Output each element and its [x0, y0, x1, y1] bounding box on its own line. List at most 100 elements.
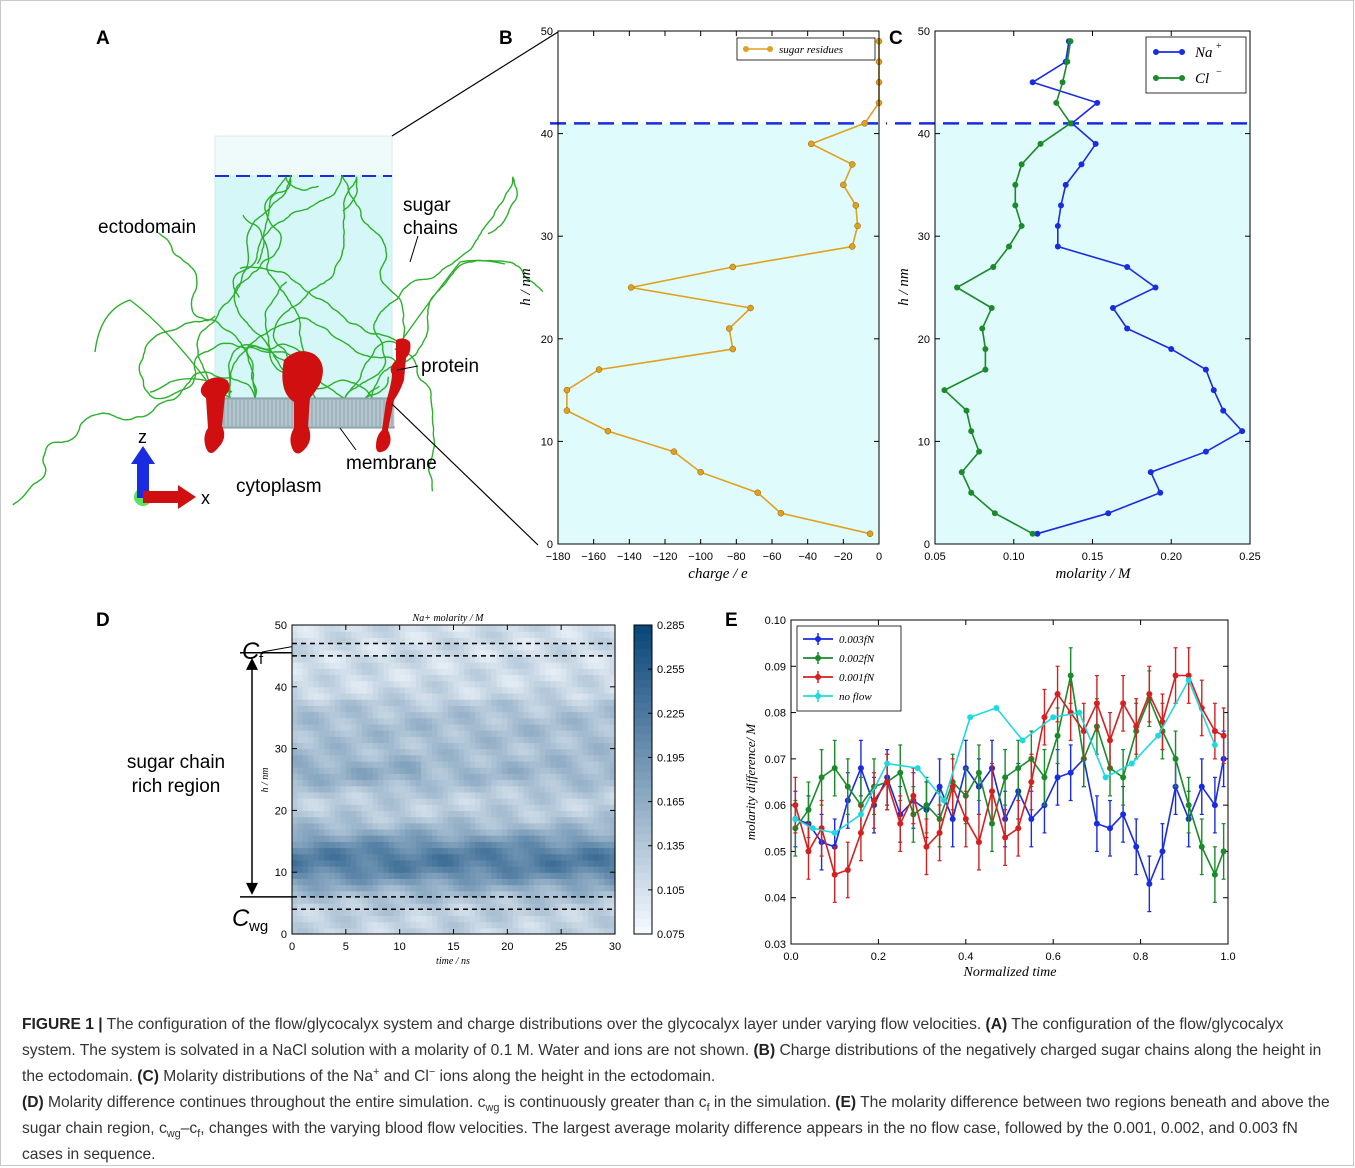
d-heat-cell	[598, 773, 605, 781]
d-heat-cell	[528, 736, 535, 744]
d-ytick-label: 30	[275, 744, 287, 756]
d-heat-cell	[571, 699, 578, 706]
d-heat-cell	[555, 748, 562, 756]
e-data-point	[1185, 677, 1192, 684]
d-heat-cell	[329, 692, 336, 700]
d-heat-cell	[453, 835, 460, 842]
d-heat-cell	[361, 909, 368, 917]
d-heat-cell	[399, 625, 406, 632]
d-heat-cell	[571, 773, 578, 781]
d-heat-cell	[534, 903, 541, 910]
d-heat-cell	[593, 668, 600, 676]
d-heat-cell	[475, 631, 482, 638]
d-heat-cell	[609, 798, 616, 805]
sugar-chain	[232, 175, 406, 346]
d-heat-cell	[453, 705, 460, 713]
d-heat-cell	[324, 760, 331, 768]
d-heat-cell	[442, 835, 449, 842]
d-heat-cell	[378, 896, 385, 904]
d-heat-cell	[437, 736, 444, 744]
d-heat-cell	[431, 866, 438, 873]
d-heat-cell	[313, 662, 320, 669]
d-heat-cell	[410, 637, 417, 645]
d-heat-cell	[571, 674, 578, 682]
d-heat-cell	[496, 767, 503, 774]
d-heat-cell	[415, 711, 422, 719]
c-ytick-label: 0	[924, 539, 930, 551]
c-data-point	[963, 407, 970, 414]
d-heat-cell	[351, 655, 358, 663]
d-heat-cell	[437, 686, 444, 694]
d-heat-cell	[448, 872, 455, 879]
d-heat-cell	[318, 680, 325, 688]
d-heat-cell	[528, 711, 535, 719]
d-heat-cell	[378, 921, 385, 929]
d-heat-cell	[313, 828, 320, 836]
d-heat-cell	[431, 730, 438, 737]
d-heat-cell	[324, 841, 331, 849]
d-heat-cell	[491, 896, 498, 904]
d-heat-cell	[475, 680, 482, 688]
d-heat-cell	[582, 699, 589, 706]
d-heat-cell	[297, 816, 304, 824]
d-heat-cell	[361, 742, 368, 750]
d-heat-cell	[367, 878, 374, 886]
d-heat-cell	[302, 791, 309, 799]
e-data-point	[1185, 672, 1192, 679]
d-heat-cell	[458, 643, 465, 651]
d-heat-cell	[501, 835, 508, 842]
d-heat-cell	[480, 822, 487, 830]
b-data-point	[854, 222, 861, 230]
d-heat-cell	[485, 662, 492, 669]
d-heat-cell	[588, 896, 595, 904]
d-heat-cell	[431, 890, 438, 898]
d-heat-cell	[335, 859, 342, 867]
d-heat-cell	[405, 649, 412, 657]
d-heat-cell	[318, 835, 325, 842]
d-heat-cell	[383, 810, 390, 818]
d-heat-cell	[550, 853, 557, 861]
d-heat-cell	[545, 884, 551, 892]
d-heat-cell	[426, 798, 433, 805]
d-heat-cell	[545, 791, 551, 799]
d-heat-cell	[528, 841, 535, 849]
d-heat-cell	[561, 847, 568, 855]
d-heat-cell	[297, 662, 304, 669]
d-heat-cell	[545, 785, 551, 793]
d-heat-cell	[302, 878, 309, 886]
d-xtick-label: 0	[289, 941, 295, 953]
d-heat-cell	[437, 643, 444, 651]
d-heat-cell	[491, 655, 498, 663]
d-heat-cell	[507, 680, 514, 688]
c-data-point	[1018, 161, 1025, 168]
d-heat-cell	[292, 655, 298, 663]
d-heat-cell	[561, 798, 568, 805]
d-heat-cell	[512, 804, 519, 811]
b-xtick-label: −120	[653, 551, 678, 563]
d-heat-cell	[512, 674, 519, 682]
d-heat-cell	[324, 742, 331, 750]
sugar-chain	[12, 371, 256, 506]
d-heat-cell	[378, 705, 385, 713]
d-heat-cell	[550, 717, 557, 725]
d-heat-cell	[388, 760, 395, 768]
d-heat-cell	[351, 662, 358, 669]
c-ytick-label: 50	[918, 26, 930, 38]
d-heat-cell	[297, 692, 304, 700]
d-heat-cell	[345, 835, 352, 842]
d-heat-cell	[302, 723, 309, 731]
caption-d-text-1: Molarity difference continues throughout…	[43, 1094, 486, 1111]
d-heat-cell	[313, 723, 320, 731]
d-heat-cell	[534, 872, 541, 879]
b-data-point	[754, 489, 761, 496]
d-heat-cell	[426, 723, 433, 731]
d-heat-cell	[388, 835, 395, 842]
d-heat-cell	[464, 785, 471, 793]
d-heat-cell	[507, 760, 514, 768]
d-heat-cell	[539, 872, 546, 879]
d-heat-cell	[442, 866, 449, 873]
d-heat-cell	[501, 878, 508, 886]
d-heat-cell	[539, 878, 546, 886]
d-heat-cell	[405, 927, 412, 935]
d-heat-cell	[437, 649, 444, 657]
